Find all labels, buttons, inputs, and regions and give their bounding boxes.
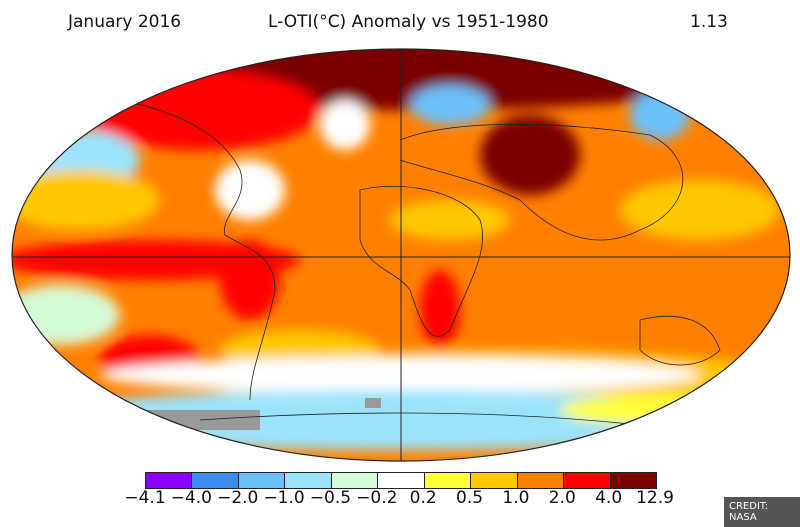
colorbar-swatch bbox=[192, 473, 239, 488]
colorbar-tick-label: 4.0 bbox=[595, 488, 623, 508]
colorbar-swatch bbox=[146, 473, 193, 488]
colorbar-tick-label: −4.0 bbox=[170, 488, 212, 508]
colorbar-tick-label: −0.2 bbox=[356, 488, 398, 508]
colorbar-swatch bbox=[517, 473, 565, 488]
global-mean-anomaly: 1.13 bbox=[690, 12, 728, 32]
colorbar-tick-label: 12.9 bbox=[636, 488, 674, 508]
credit-label: CREDIT: NASA bbox=[724, 497, 800, 527]
colorbar-tick-label: −1.0 bbox=[263, 488, 305, 508]
colorbar-swatch bbox=[238, 473, 286, 488]
colorbar-swatch bbox=[471, 473, 518, 488]
colorbar-tick-label: 0.5 bbox=[456, 488, 484, 508]
temperature-anomaly-map bbox=[11, 48, 791, 462]
colorbar-swatch bbox=[424, 473, 472, 488]
colorbar-tick-label: 0.2 bbox=[409, 488, 437, 508]
colorbar bbox=[145, 472, 657, 489]
anomaly-field bbox=[12, 49, 790, 461]
colorbar-swatch bbox=[285, 473, 332, 488]
colorbar-swatch bbox=[564, 473, 611, 488]
map-title: L-OTI(°C) Anomaly vs 1951-1980 bbox=[268, 12, 549, 32]
map-date: January 2016 bbox=[68, 12, 182, 32]
colorbar-tick-label: −2.0 bbox=[217, 488, 259, 508]
colorbar-tick-label: −4.1 bbox=[124, 488, 166, 508]
colorbar-swatch bbox=[331, 473, 379, 488]
colorbar-swatch bbox=[378, 473, 425, 488]
colorbar-tick-label: 1.0 bbox=[502, 488, 530, 508]
map-border bbox=[11, 48, 791, 462]
coastlines bbox=[119, 99, 721, 426]
colorbar-tick-label: 2.0 bbox=[548, 488, 576, 508]
colorbar-ticks: −4.1 −4.0 −2.0 −1.0 −0.5 −0.2 0.2 0.5 1.0 2.0 4.0 1… bbox=[124, 488, 674, 510]
colorbar-tick-label: −0.5 bbox=[309, 488, 352, 508]
colorbar-swatch bbox=[610, 473, 656, 488]
